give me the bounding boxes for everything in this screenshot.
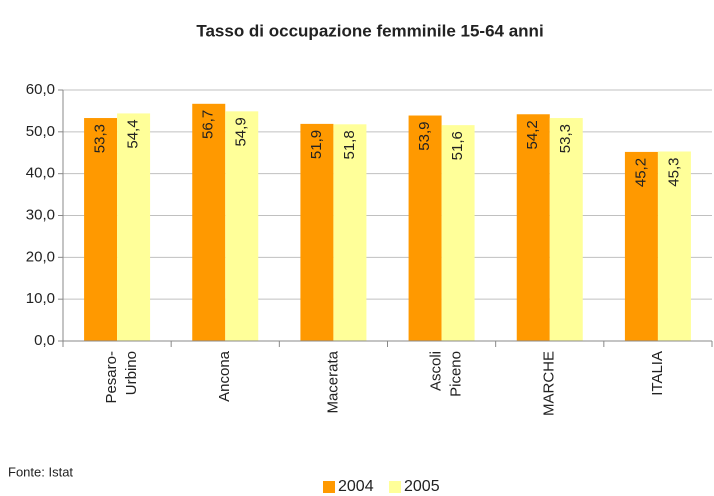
- y-tick-label: 50,0: [26, 123, 55, 140]
- bar: [549, 118, 583, 341]
- x-tick-label: Ancona: [216, 350, 233, 402]
- legend-label: 2004: [338, 478, 374, 495]
- x-tick-label: Pesaro- Urbino: [103, 351, 140, 404]
- y-tick-label: 0,0: [34, 332, 55, 349]
- bar: [441, 125, 475, 341]
- y-tick-label: 60,0: [26, 81, 55, 98]
- x-tick-label: Macerata: [324, 350, 341, 413]
- x-tick-label: MARCHE: [541, 351, 558, 416]
- value-label: 51,9: [308, 130, 325, 159]
- bar: [84, 118, 118, 341]
- value-label: 56,7: [200, 110, 217, 139]
- source-note: Fonte: Istat: [8, 464, 73, 479]
- y-tick-label: 10,0: [26, 290, 55, 307]
- bar: [192, 103, 226, 342]
- bar: [624, 151, 658, 341]
- bar: [333, 124, 367, 341]
- bar: [225, 111, 259, 342]
- chart-title: Tasso di occupazione femminile 15-64 ann…: [196, 21, 543, 40]
- bar: [117, 113, 151, 341]
- y-tick-label: 20,0: [26, 248, 55, 265]
- y-tick-label: 40,0: [26, 165, 55, 182]
- legend-swatch: [389, 481, 401, 493]
- value-label: 53,3: [92, 124, 109, 153]
- value-label: 51,8: [341, 130, 358, 159]
- value-label: 45,2: [632, 158, 649, 187]
- x-tick-label: Ascoli Piceno: [428, 351, 465, 397]
- legend-label: 2005: [404, 478, 440, 495]
- bar: [300, 123, 334, 341]
- x-tick-label: ITALIA: [649, 351, 666, 396]
- bar: [657, 151, 691, 341]
- value-label: 45,3: [665, 157, 682, 186]
- value-label: 54,2: [524, 120, 541, 149]
- legend-swatch: [323, 481, 335, 493]
- value-label: 54,9: [233, 117, 250, 146]
- bar: [516, 114, 550, 341]
- value-label: 51,6: [449, 131, 466, 160]
- value-label: 53,9: [416, 122, 433, 151]
- value-label: 54,4: [125, 119, 142, 148]
- bar: [408, 115, 442, 341]
- value-label: 53,3: [557, 124, 574, 153]
- y-tick-label: 30,0: [26, 206, 55, 223]
